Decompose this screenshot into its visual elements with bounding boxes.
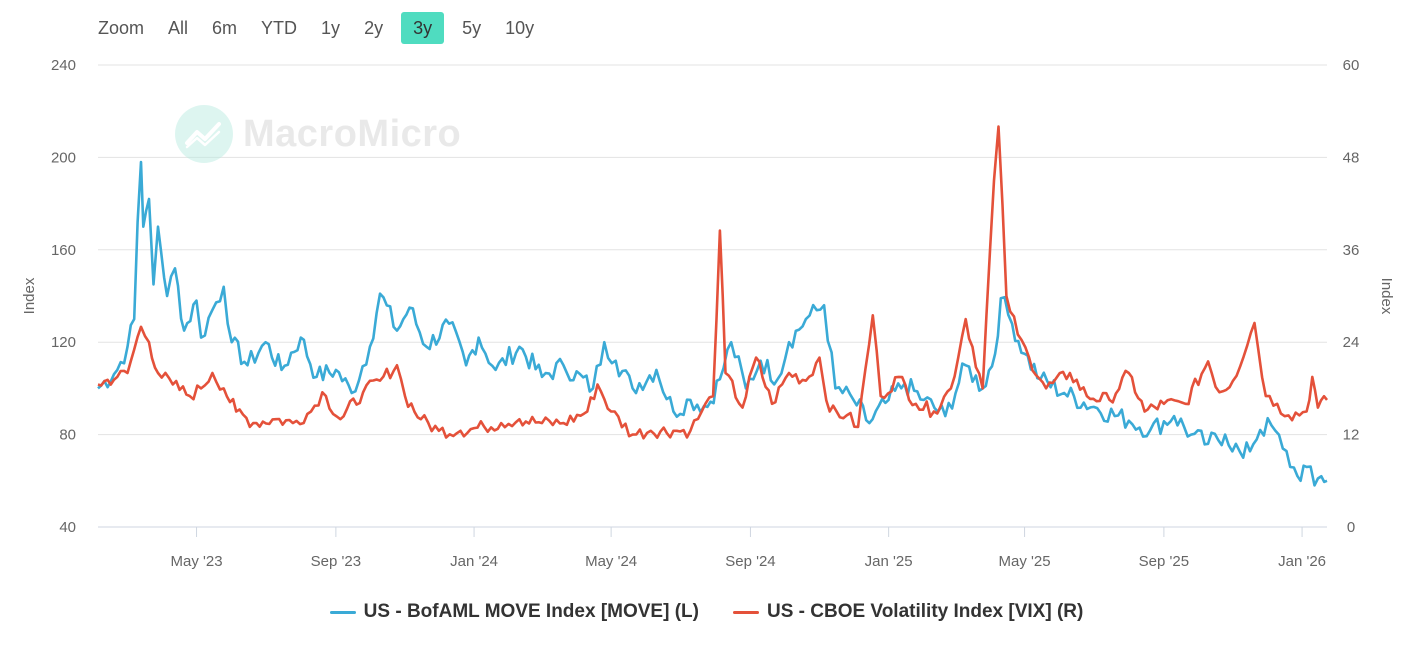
y-left-tick-label: 40 bbox=[59, 519, 76, 536]
y-right-tick-label: 12 bbox=[1343, 427, 1360, 444]
x-tick-label: May '25 bbox=[999, 553, 1051, 570]
x-tick-label: Jan '26 bbox=[1278, 553, 1326, 570]
zoom-2y-button[interactable]: 2y bbox=[364, 18, 384, 38]
series-line-move bbox=[97, 160, 1328, 487]
series-line-vix bbox=[97, 125, 1329, 440]
zoom-ytd-button[interactable]: YTD bbox=[261, 18, 298, 38]
zoom-label: Zoom bbox=[98, 17, 145, 38]
x-tick-label: Jan '24 bbox=[450, 553, 498, 570]
x-tick-label: May '23 bbox=[171, 553, 223, 570]
y-left-tick-label: 200 bbox=[51, 149, 76, 166]
y-right-tick-label: 0 bbox=[1347, 519, 1355, 536]
watermark-logo-icon bbox=[175, 105, 233, 163]
y-left-tick-label: 240 bbox=[51, 57, 76, 74]
y-right-tick-label: 60 bbox=[1343, 57, 1360, 74]
x-tick-label: Sep '24 bbox=[725, 553, 775, 570]
x-tick-label: Jan '25 bbox=[865, 553, 913, 570]
series-layer bbox=[97, 125, 1329, 487]
watermark-text: MacroMicro bbox=[243, 112, 462, 155]
legend-item-move[interactable]: US - BofAML MOVE Index [MOVE] (L) bbox=[329, 601, 699, 623]
zoom-3y-button[interactable]: 3y bbox=[401, 12, 445, 44]
line-chart: Index Index 40 0 80 12 120 24 160 36 200 48 240 60 M… bbox=[21, 57, 1395, 570]
legend-label-vix: US - CBOE Volatility Index [VIX] (R) bbox=[766, 601, 1084, 622]
watermark: MacroMicro bbox=[175, 105, 461, 163]
y-right-tick-label: 36 bbox=[1343, 242, 1360, 259]
zoom-5y-button[interactable]: 5y bbox=[462, 18, 482, 38]
legend-swatch-vix bbox=[732, 610, 759, 614]
legend-swatch-move bbox=[329, 610, 356, 614]
legend-item-vix[interactable]: US - CBOE Volatility Index [VIX] (R) bbox=[732, 601, 1084, 623]
zoom-selector: Zoom All 6m YTD 1y 2y 3y 5y 10y bbox=[98, 12, 552, 44]
x-tick-label: Sep '23 bbox=[311, 553, 361, 570]
zoom-1y-button[interactable]: 1y bbox=[321, 18, 341, 38]
legend-label-move: US - BofAML MOVE Index [MOVE] (L) bbox=[363, 601, 699, 622]
y-left-tick-label: 160 bbox=[51, 242, 76, 259]
legend: US - BofAML MOVE Index [MOVE] (L) US - C… bbox=[0, 601, 1413, 623]
y-axis-left-title: Index bbox=[21, 277, 38, 314]
axes: Index Index 40 0 80 12 120 24 160 36 200 48 240 60 M… bbox=[21, 57, 1395, 570]
y-left-tick-label: 80 bbox=[59, 427, 76, 444]
y-right-tick-label: 24 bbox=[1343, 334, 1360, 351]
y-right-tick-label: 48 bbox=[1343, 149, 1360, 166]
y-left-tick-label: 120 bbox=[51, 334, 76, 351]
y-axis-right-title: Index bbox=[1378, 278, 1395, 315]
zoom-all-button[interactable]: All bbox=[168, 18, 189, 38]
x-tick-label: May '24 bbox=[585, 553, 637, 570]
x-tick-label: Sep '25 bbox=[1139, 553, 1189, 570]
zoom-10y-button[interactable]: 10y bbox=[505, 18, 535, 38]
zoom-6m-button[interactable]: 6m bbox=[212, 18, 238, 38]
